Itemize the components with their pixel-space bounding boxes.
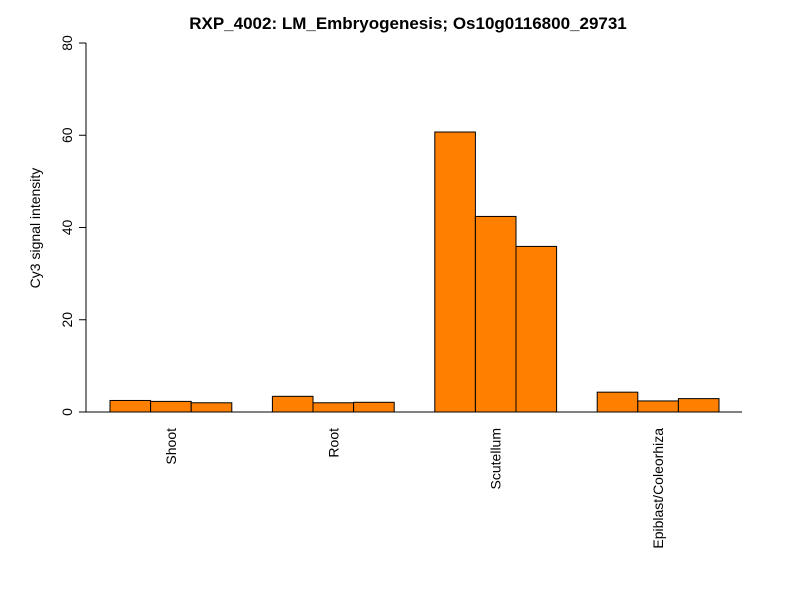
y-tick-label: 40 [59,220,75,236]
x-tick-label: Scutellum [488,428,504,489]
y-tick-label: 0 [59,408,75,416]
bar [677,398,720,413]
bar [434,131,476,413]
y-axis: 0 20 40 60 80 [59,35,87,416]
bar [515,245,558,413]
bar [637,400,679,413]
bar [150,400,192,413]
bar [109,399,152,413]
y-tick-label: 20 [59,312,75,328]
bar [596,391,639,413]
bars [109,131,720,413]
x-tick-label: Root [325,428,341,458]
y-tick-label: 60 [59,127,75,143]
x-axis-labels: Shoot Root Scutellum Epiblast/Coleorhiza [163,428,666,549]
y-tick-label: 80 [59,35,75,51]
y-axis-label: Cy3 signal intensity [27,168,43,289]
bar [190,402,233,413]
bar [474,215,517,413]
bar [271,395,314,413]
bar [353,401,395,413]
x-tick-label: Shoot [163,428,179,465]
x-tick-label: Epiblast/Coleorhiza [650,428,666,549]
chart-title: RXP_4002: LM_Embryogenesis; Os10g0116800… [189,14,627,33]
bar [312,402,355,413]
